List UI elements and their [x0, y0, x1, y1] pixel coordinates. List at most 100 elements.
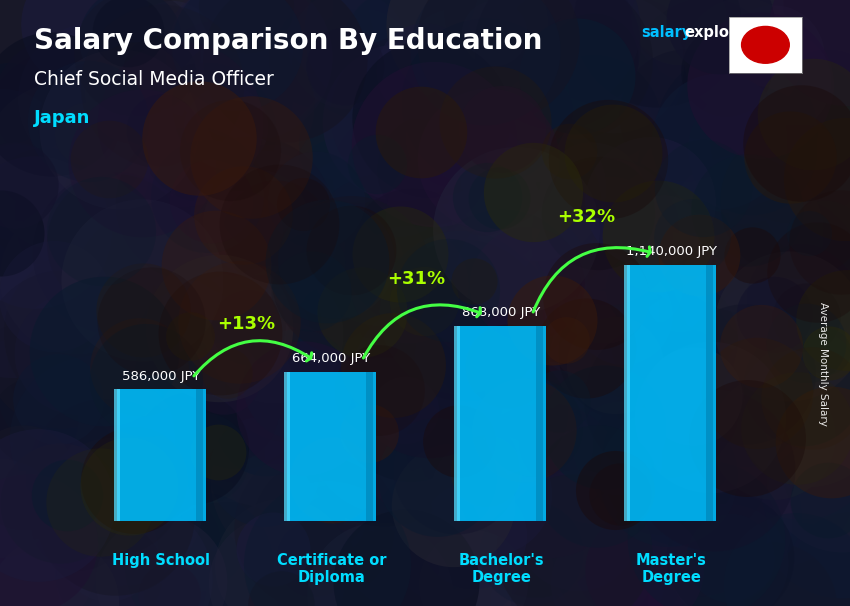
Point — [265, 194, 279, 204]
Point — [207, 293, 221, 303]
Point — [597, 292, 610, 302]
Point — [269, 579, 283, 588]
Point — [128, 574, 141, 584]
Point — [355, 307, 369, 317]
Point — [732, 514, 745, 524]
Point — [286, 478, 300, 487]
Point — [297, 199, 310, 209]
Point — [707, 465, 721, 475]
Point — [546, 240, 559, 250]
Point — [563, 447, 576, 456]
Point — [450, 133, 463, 142]
Point — [31, 500, 45, 510]
Point — [86, 433, 99, 443]
Point — [162, 590, 176, 599]
Point — [309, 523, 322, 533]
Point — [252, 310, 265, 319]
Point — [735, 291, 749, 301]
Point — [441, 539, 455, 549]
Point — [572, 593, 586, 603]
Point — [457, 213, 471, 222]
Point — [352, 257, 366, 267]
Point — [275, 561, 288, 570]
Point — [343, 245, 357, 255]
Point — [37, 561, 50, 570]
Point — [637, 416, 650, 425]
Point — [166, 39, 179, 48]
Point — [671, 12, 684, 22]
Point — [388, 169, 402, 179]
Point — [220, 368, 234, 378]
Point — [209, 261, 223, 270]
Point — [398, 358, 411, 367]
Point — [132, 362, 145, 371]
Point — [524, 548, 538, 558]
Point — [272, 267, 286, 277]
Point — [296, 404, 309, 413]
Point — [21, 539, 35, 548]
Point — [479, 136, 493, 145]
Point — [279, 281, 292, 291]
Point — [766, 52, 779, 61]
Point — [58, 128, 71, 138]
Point — [219, 406, 233, 416]
Point — [767, 601, 780, 606]
Text: 1,140,000 JPY: 1,140,000 JPY — [626, 245, 717, 258]
Point — [685, 232, 699, 242]
Point — [269, 229, 283, 239]
Point — [394, 117, 407, 127]
Point — [311, 53, 325, 62]
Point — [28, 227, 42, 236]
Point — [469, 427, 483, 436]
Point — [480, 192, 494, 202]
Point — [580, 343, 593, 353]
Point — [783, 152, 796, 162]
Point — [298, 343, 312, 353]
Point — [213, 328, 227, 338]
Point — [218, 373, 231, 382]
Text: +31%: +31% — [388, 270, 445, 287]
Point — [706, 278, 720, 288]
Point — [405, 251, 419, 261]
Point — [649, 18, 663, 28]
Point — [72, 218, 86, 227]
Point — [789, 580, 802, 590]
Point — [507, 6, 520, 16]
Point — [657, 225, 671, 235]
Point — [660, 148, 674, 158]
Point — [657, 159, 671, 168]
Point — [220, 47, 234, 57]
Point — [589, 31, 603, 41]
Point — [500, 361, 513, 371]
Point — [418, 190, 432, 199]
Point — [309, 553, 322, 562]
Point — [268, 329, 281, 339]
Text: Bachelor's
Degree: Bachelor's Degree — [459, 553, 544, 585]
Point — [616, 310, 630, 319]
Point — [112, 124, 126, 133]
Point — [0, 503, 8, 513]
Point — [568, 547, 581, 557]
Text: salary: salary — [642, 25, 692, 41]
Point — [87, 93, 100, 102]
Point — [122, 481, 136, 490]
Point — [252, 326, 266, 336]
Point — [836, 182, 849, 191]
Point — [529, 567, 542, 576]
Point — [152, 67, 166, 76]
Point — [607, 58, 620, 67]
Point — [449, 54, 462, 64]
Point — [27, 416, 41, 425]
Point — [484, 489, 498, 499]
Bar — [457, 326, 546, 521]
Point — [195, 31, 208, 41]
Point — [720, 67, 734, 76]
Point — [801, 280, 814, 290]
Point — [0, 524, 7, 533]
Point — [488, 210, 502, 220]
Point — [794, 138, 808, 147]
Point — [680, 457, 694, 467]
Point — [476, 198, 490, 207]
Point — [118, 275, 132, 284]
Point — [422, 375, 435, 384]
